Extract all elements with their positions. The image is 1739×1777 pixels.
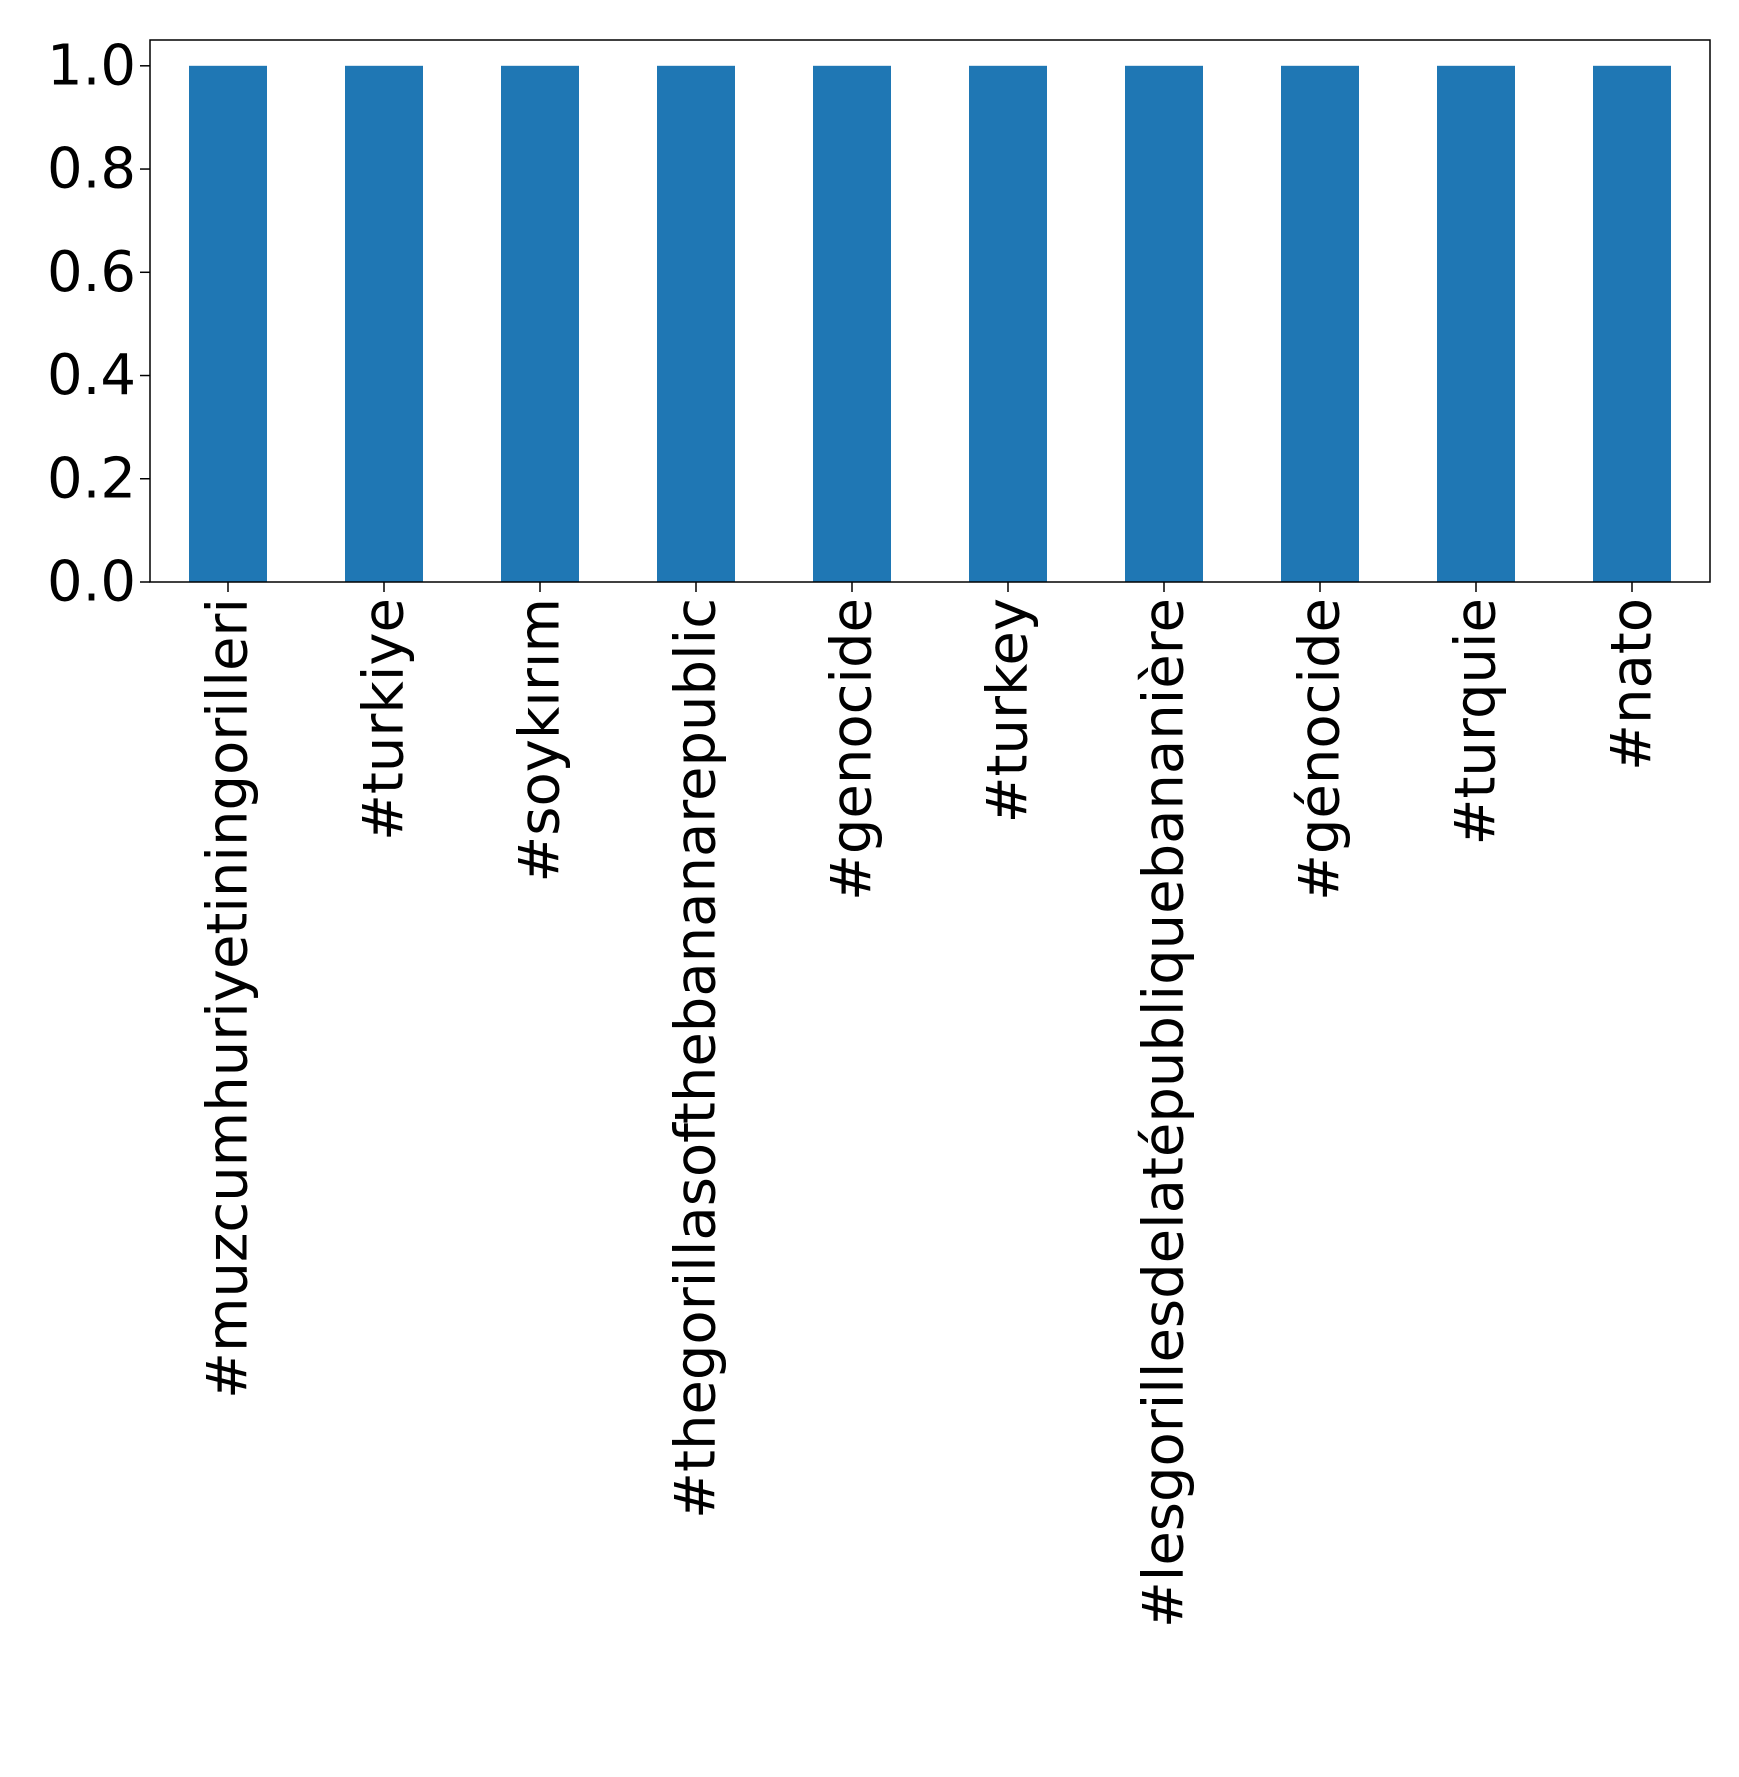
y-tick-label: 0.4 [47, 343, 136, 408]
x-tick-label: #nato [1600, 598, 1665, 771]
x-axis-ticks: #muzcumhuriyetiningorilleri #turkiye #soyk… [196, 582, 1665, 1628]
bar [969, 65, 1047, 583]
plot-frame [149, 39, 1711, 583]
y-axis-ticks: 0.0 0.2 0.4 0.6 0.8 1.0 [47, 33, 150, 615]
y-tick-label: 0.6 [47, 240, 136, 305]
x-tick-label: #soykırım [508, 598, 573, 883]
x-tick-label: #thegorillasofthebananarepublic [664, 598, 729, 1519]
x-tick-label: #turquie [1444, 598, 1509, 845]
x-tick-label: #turkey [976, 598, 1041, 823]
y-tick-label: 0.2 [47, 446, 136, 511]
bar [1593, 65, 1671, 583]
bar [1125, 65, 1203, 583]
y-tick-label: 0.0 [47, 550, 136, 615]
bar [1281, 65, 1359, 583]
y-tick-label: 0.8 [47, 137, 136, 202]
x-tick-label: #lesgorillesdelatépubliquebananière [1132, 598, 1197, 1628]
x-tick-label: #genocide [820, 598, 885, 901]
bar [813, 65, 891, 583]
x-tick-label: #muzcumhuriyetiningorilleri [196, 598, 261, 1399]
bar-series [189, 65, 1671, 583]
y-tick-label: 1.0 [47, 33, 136, 98]
x-tick-label: #turkiye [352, 598, 417, 841]
bar [1437, 65, 1515, 583]
bar [501, 65, 579, 583]
bar [657, 65, 735, 583]
bar [345, 65, 423, 583]
bar [189, 65, 267, 583]
x-tick-label: #génocide [1288, 598, 1353, 901]
